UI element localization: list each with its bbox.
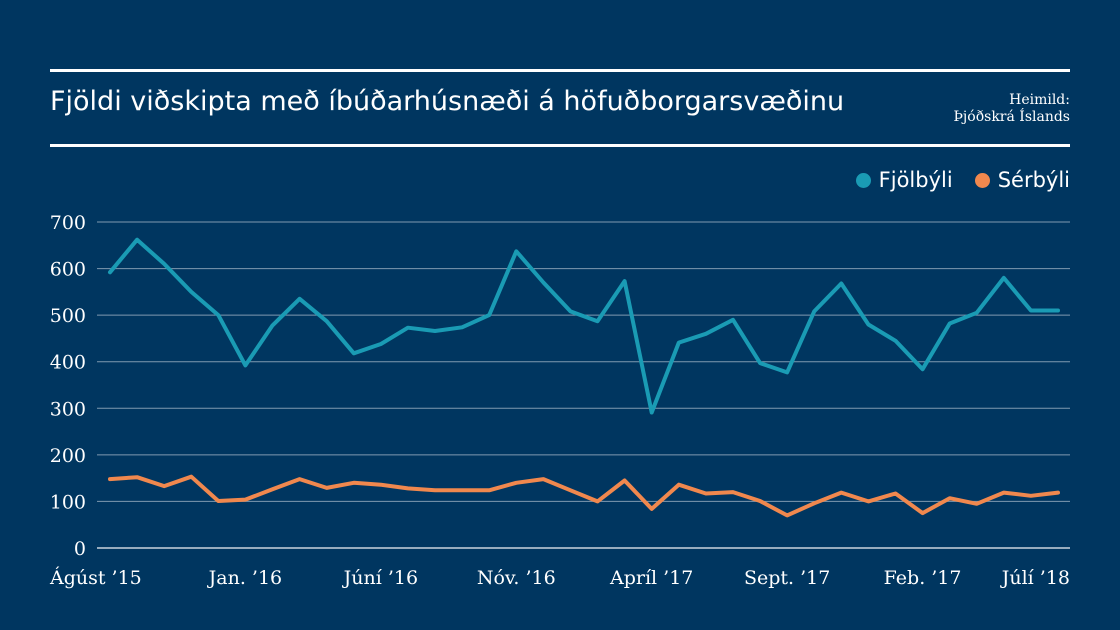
header-top-rule <box>50 69 1070 72</box>
source-note: Heimild: Þjóðskrá Íslands <box>953 92 1070 126</box>
x-tick-label: Feb. ’17 <box>884 567 962 589</box>
legend-swatch-fjolbyli <box>855 172 871 188</box>
x-tick-label: Apríl ’17 <box>609 567 693 589</box>
chart-title: Fjöldi viðskipta með íbúðarhúsnæði á höf… <box>50 86 845 117</box>
y-axis-ticks: 0 100 200 300 400 500 600 700 <box>50 212 86 560</box>
legend-item-fjolbyli: Fjölbýli <box>855 168 953 192</box>
x-tick-label: Sept. ’17 <box>744 567 830 589</box>
x-tick-label: Jan. ’16 <box>207 567 282 589</box>
source-name: Þjóðskrá Íslands <box>953 109 1070 125</box>
series-lines <box>108 237 1060 518</box>
y-tick-label: 300 <box>50 398 86 420</box>
y-tick-label: 700 <box>50 212 86 234</box>
x-tick-label: Nóv. ’16 <box>477 567 556 589</box>
x-axis-ticks: Ágúst ’15 Jan. ’16 Júní ’16 Nóv. ’16 Apríl ’… <box>49 566 1070 589</box>
series-line-serbyli <box>108 474 1060 518</box>
y-tick-label: 0 <box>74 538 86 560</box>
source-label: Heimild: <box>1009 92 1070 108</box>
y-tick-label: 500 <box>50 305 86 327</box>
y-tick-label: 600 <box>50 259 86 281</box>
legend-label-fjolbyli: Fjölbýli <box>878 168 953 192</box>
y-tick-label: 400 <box>50 352 86 374</box>
y-tick-label: 100 <box>50 491 86 513</box>
y-tick-label: 200 <box>50 445 86 467</box>
x-tick-label: Júní ’16 <box>342 567 418 589</box>
x-tick-label: Ágúst ’15 <box>49 566 142 589</box>
legend-item-serbyli: Sérbýli <box>974 168 1070 192</box>
legend-label-serbyli: Sérbýli <box>997 168 1070 192</box>
legend-swatch-serbyli <box>974 172 990 188</box>
series-line-fjolbyli <box>108 237 1060 415</box>
chart-legend: Fjölbýli Sérbýli <box>855 168 1070 192</box>
x-tick-label: Júlí ’18 <box>1000 567 1070 589</box>
header-bottom-rule <box>50 144 1070 147</box>
